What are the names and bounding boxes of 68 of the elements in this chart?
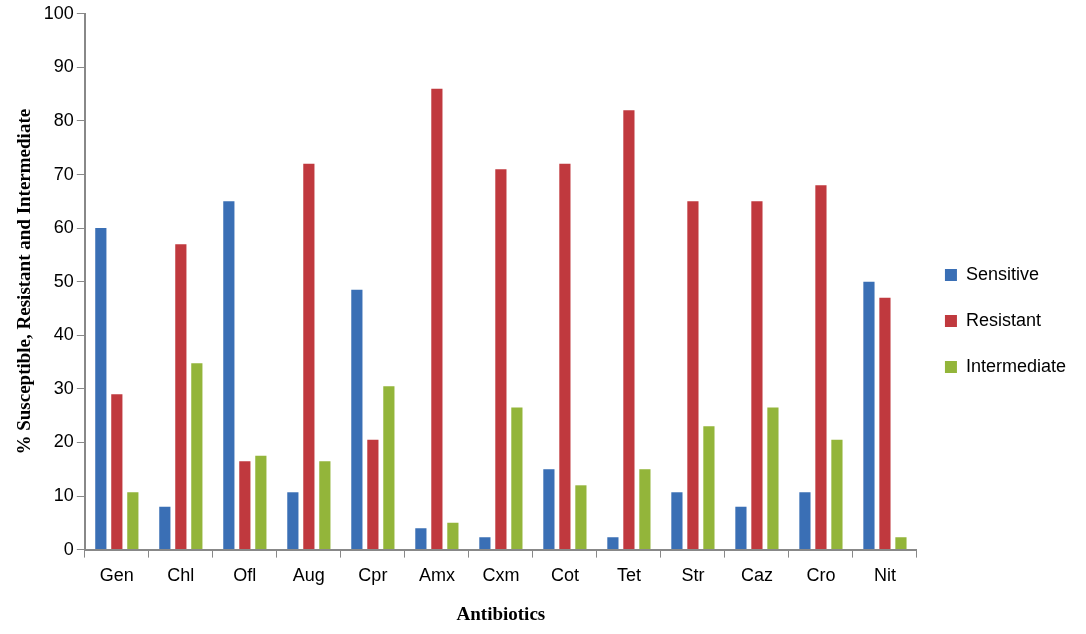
bar bbox=[319, 461, 331, 550]
x-tick-label: Cxm bbox=[482, 565, 520, 586]
y-tick-label: 90 bbox=[53, 56, 74, 77]
bar bbox=[431, 88, 443, 550]
bar bbox=[287, 492, 299, 550]
bar bbox=[367, 439, 379, 550]
x-tick-label: Chl bbox=[167, 565, 195, 586]
bar bbox=[831, 439, 843, 550]
bar bbox=[639, 469, 651, 550]
y-tick-label: 40 bbox=[53, 324, 74, 345]
bar bbox=[383, 386, 395, 550]
x-tick-label: Tet bbox=[616, 565, 641, 586]
bar bbox=[511, 407, 523, 550]
bar bbox=[703, 426, 715, 550]
bar bbox=[95, 228, 107, 550]
bar bbox=[687, 201, 699, 550]
legend-label: Resistant bbox=[965, 309, 1041, 330]
y-tick-label: 60 bbox=[53, 217, 74, 238]
bar bbox=[863, 281, 875, 550]
bar bbox=[479, 537, 491, 550]
bar bbox=[575, 485, 587, 550]
y-axis-title: % Susceptible, Resistant and Intermediate bbox=[13, 108, 35, 455]
x-tick-label: Nit bbox=[873, 565, 896, 586]
x-tick-label: Caz bbox=[740, 565, 773, 586]
y-tick-label: 20 bbox=[53, 431, 74, 452]
bar bbox=[495, 169, 507, 550]
x-axis-title: Antibiotics bbox=[456, 602, 546, 624]
x-tick-label: Aug bbox=[292, 565, 325, 586]
bar bbox=[607, 537, 619, 550]
bar bbox=[351, 289, 363, 550]
bar bbox=[191, 363, 203, 550]
x-tick-label: Gen bbox=[99, 565, 134, 586]
legend-label: Intermediate bbox=[965, 355, 1067, 376]
bar bbox=[303, 163, 315, 550]
bar bbox=[255, 455, 267, 550]
bar bbox=[735, 506, 747, 550]
bar bbox=[895, 537, 907, 550]
x-tick-label: Cpr bbox=[358, 565, 388, 586]
bar bbox=[767, 407, 779, 550]
y-tick-label: 10 bbox=[53, 484, 74, 505]
bar bbox=[111, 394, 123, 550]
x-tick-label: Cro bbox=[806, 565, 836, 586]
bar bbox=[239, 461, 251, 550]
bar bbox=[671, 492, 683, 550]
x-tick-label: Ofl bbox=[233, 565, 257, 586]
bar bbox=[543, 469, 555, 550]
bar bbox=[175, 244, 187, 550]
bar bbox=[559, 163, 571, 550]
bar bbox=[751, 201, 763, 550]
bar bbox=[159, 506, 171, 550]
y-tick-label: 100 bbox=[43, 2, 74, 23]
bar bbox=[223, 201, 235, 550]
y-tick-label: 80 bbox=[53, 109, 74, 130]
bar bbox=[447, 522, 459, 550]
bar bbox=[879, 297, 891, 550]
bar bbox=[799, 492, 811, 550]
bar bbox=[623, 110, 635, 550]
legend-label: Sensitive bbox=[965, 263, 1039, 284]
bar bbox=[815, 185, 827, 550]
y-tick-label: 70 bbox=[53, 163, 74, 184]
bar bbox=[415, 528, 427, 550]
x-tick-label: Cot bbox=[550, 565, 579, 586]
y-tick-label: 0 bbox=[63, 538, 74, 559]
x-tick-label: Amx bbox=[418, 565, 455, 586]
y-tick-label: 30 bbox=[53, 377, 74, 398]
bar bbox=[127, 492, 139, 550]
y-tick-label: 50 bbox=[53, 270, 74, 291]
x-tick-label: Str bbox=[681, 565, 705, 586]
